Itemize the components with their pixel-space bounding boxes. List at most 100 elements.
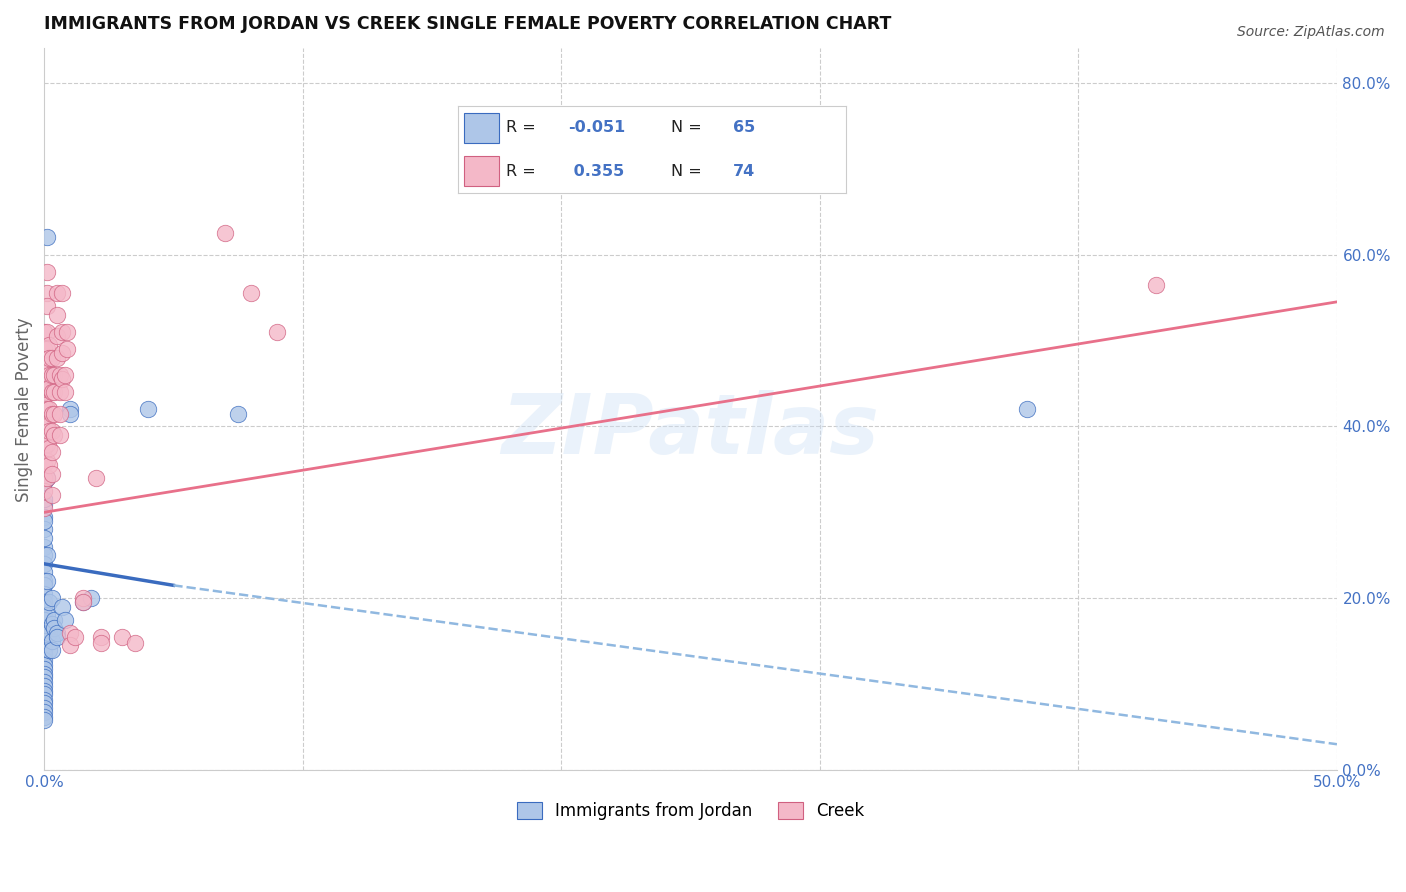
- Point: [32, 497, 55, 511]
- Legend: Immigrants from Jordan, Creek: Immigrants from Jordan, Creek: [510, 795, 870, 827]
- Point: [44, 385, 66, 400]
- Text: ZIPatlas: ZIPatlas: [502, 391, 880, 471]
- Point: [46, 625, 69, 640]
- Point: [59, 402, 82, 417]
- Point: [72, 595, 94, 609]
- Point: [51, 599, 73, 614]
- Point: [32, 385, 55, 400]
- Point: [32, 342, 55, 356]
- Point: [32, 642, 55, 657]
- Point: [90, 636, 112, 650]
- Point: [35, 299, 58, 313]
- Point: [35, 381, 58, 395]
- Point: [41, 424, 63, 438]
- Point: [51, 286, 73, 301]
- Point: [59, 625, 82, 640]
- Point: [38, 642, 60, 657]
- Point: [32, 662, 55, 676]
- Point: [41, 407, 63, 421]
- Point: [38, 402, 60, 417]
- Point: [32, 540, 55, 554]
- Point: [32, 599, 55, 614]
- Point: [38, 338, 60, 352]
- Point: [214, 226, 236, 240]
- Point: [35, 265, 58, 279]
- Point: [32, 692, 55, 706]
- Point: [53, 613, 76, 627]
- Point: [48, 368, 70, 382]
- Point: [35, 286, 58, 301]
- Point: [32, 670, 55, 684]
- Point: [35, 436, 58, 450]
- Text: IMMIGRANTS FROM JORDAN VS CREEK SINGLE FEMALE POVERTY CORRELATION CHART: IMMIGRANTS FROM JORDAN VS CREEK SINGLE F…: [44, 15, 891, 33]
- Point: [32, 679, 55, 693]
- Point: [59, 407, 82, 421]
- Point: [32, 398, 55, 412]
- Point: [90, 630, 112, 644]
- Point: [38, 368, 60, 382]
- Point: [44, 621, 66, 635]
- Point: [38, 351, 60, 365]
- Point: [32, 471, 55, 485]
- Point: [59, 639, 82, 653]
- Point: [32, 666, 55, 681]
- Point: [1015, 402, 1038, 417]
- Y-axis label: Single Female Poverty: Single Female Poverty: [15, 317, 32, 501]
- Point: [44, 368, 66, 382]
- Point: [51, 325, 73, 339]
- Point: [32, 710, 55, 724]
- Point: [56, 325, 79, 339]
- Point: [44, 613, 66, 627]
- Point: [32, 658, 55, 673]
- Point: [32, 705, 55, 719]
- Point: [46, 308, 69, 322]
- Point: [32, 578, 55, 592]
- Point: [41, 488, 63, 502]
- Point: [32, 634, 55, 648]
- Point: [32, 587, 55, 601]
- Point: [41, 351, 63, 365]
- Point: [32, 514, 55, 528]
- Point: [32, 372, 55, 386]
- Point: [46, 329, 69, 343]
- Point: [266, 325, 288, 339]
- Point: [32, 475, 55, 490]
- Point: [79, 591, 101, 606]
- Point: [32, 639, 55, 653]
- Point: [63, 630, 86, 644]
- Point: [41, 445, 63, 459]
- Point: [32, 509, 55, 524]
- Point: [32, 501, 55, 516]
- Point: [48, 385, 70, 400]
- Point: [35, 342, 58, 356]
- Point: [32, 458, 55, 472]
- Point: [1144, 277, 1167, 292]
- Point: [72, 595, 94, 609]
- Point: [32, 653, 55, 667]
- Point: [32, 325, 55, 339]
- Point: [32, 566, 55, 580]
- Point: [35, 325, 58, 339]
- Point: [32, 647, 55, 661]
- Point: [46, 630, 69, 644]
- Point: [53, 385, 76, 400]
- Point: [35, 230, 58, 244]
- Point: [32, 359, 55, 374]
- Point: [35, 471, 58, 485]
- Point: [32, 613, 55, 627]
- Point: [41, 642, 63, 657]
- Point: [41, 634, 63, 648]
- Point: [32, 684, 55, 698]
- Point: [124, 636, 146, 650]
- Point: [41, 467, 63, 481]
- Point: [38, 595, 60, 609]
- Point: [32, 701, 55, 715]
- Point: [35, 419, 58, 434]
- Point: [32, 475, 55, 490]
- Point: [32, 441, 55, 455]
- Point: [48, 407, 70, 421]
- Point: [32, 523, 55, 537]
- Point: [44, 407, 66, 421]
- Point: [35, 548, 58, 562]
- Point: [111, 630, 134, 644]
